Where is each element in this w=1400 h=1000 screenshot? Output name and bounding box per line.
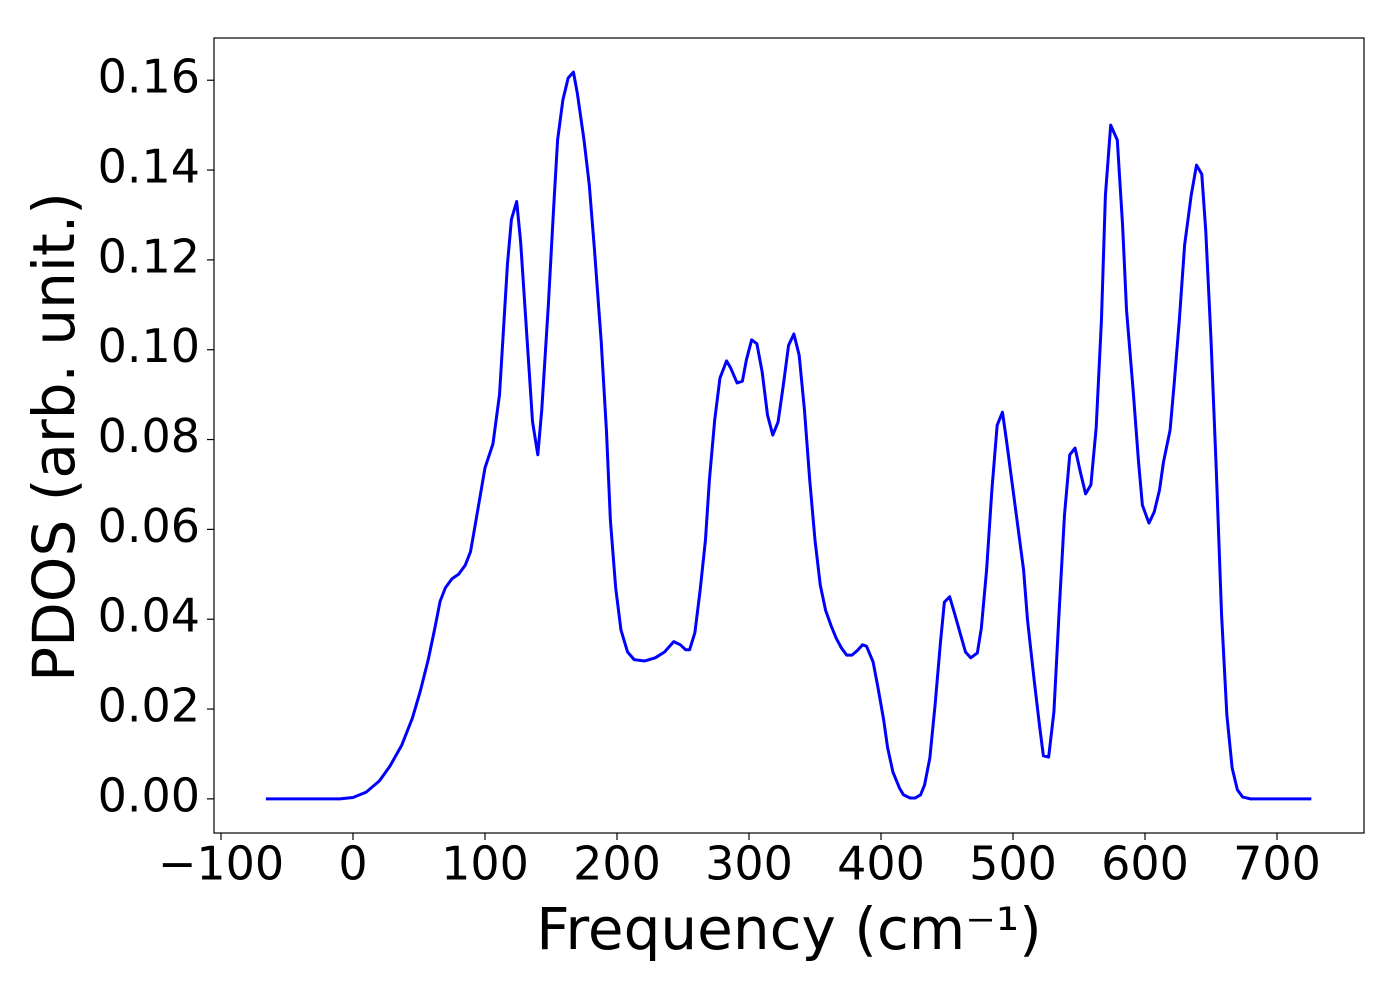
data-line bbox=[265, 70, 1312, 801]
x-tick-label: 600 bbox=[1101, 837, 1189, 891]
y-tick-label: 0.02 bbox=[98, 679, 200, 733]
x-tick-label: 100 bbox=[441, 837, 529, 891]
x-tick-label: −100 bbox=[158, 837, 284, 891]
y-axis-label: PDOS (arb. unit.) bbox=[20, 192, 88, 682]
x-tick-label: 200 bbox=[573, 837, 661, 891]
y-tick-label: 0.12 bbox=[98, 229, 200, 283]
y-tick-label: 0.10 bbox=[98, 319, 200, 373]
plot-frame bbox=[213, 37, 1365, 834]
x-axis-label: Frequency (cm⁻¹) bbox=[536, 895, 1042, 963]
y-tick-label: 0.06 bbox=[98, 499, 200, 553]
x-tick-label: 700 bbox=[1233, 837, 1321, 891]
y-tick-label: 0.16 bbox=[98, 50, 200, 104]
y-tick-label: 0.04 bbox=[98, 589, 200, 643]
y-tick-label: 0.14 bbox=[98, 140, 200, 194]
x-tick-label: 0 bbox=[338, 837, 367, 891]
y-tick-label: 0.08 bbox=[98, 409, 200, 463]
x-tick-label: 300 bbox=[705, 837, 793, 891]
y-tick-label: 0.00 bbox=[98, 768, 200, 822]
x-tick-label: 500 bbox=[969, 837, 1057, 891]
x-tick-label: 400 bbox=[837, 837, 925, 891]
